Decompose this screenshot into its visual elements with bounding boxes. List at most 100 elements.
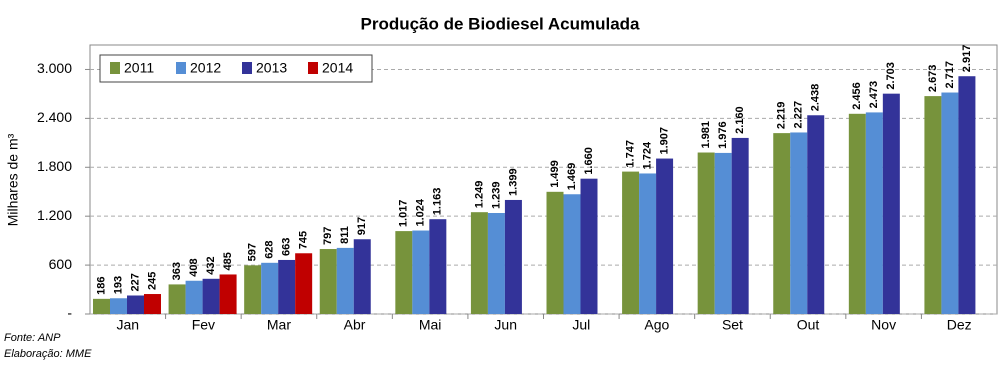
bar — [412, 230, 430, 314]
bar — [958, 76, 976, 314]
value-label: 1.249 — [473, 181, 485, 209]
value-label: 2.473 — [868, 81, 880, 109]
value-label: 2.717 — [944, 61, 956, 89]
bar — [504, 199, 522, 314]
value-label: 408 — [188, 258, 200, 276]
value-label: 663 — [281, 238, 293, 256]
y-axis-label: Milhares de m³ — [5, 133, 21, 226]
value-label: 1.469 — [566, 163, 578, 191]
bar — [429, 219, 447, 314]
value-label: 1.747 — [624, 140, 636, 168]
y-tick-label: 1.800 — [37, 158, 72, 174]
value-label: 1.239 — [490, 181, 502, 209]
chart-title: Produção de Biodiesel Acumulada — [361, 14, 641, 33]
legend-box — [99, 54, 373, 83]
value-label: 1.907 — [658, 127, 670, 155]
value-label: 597 — [247, 243, 259, 261]
bar — [395, 231, 413, 314]
x-tick-label: Set — [722, 317, 743, 333]
value-label: 2.456 — [851, 82, 863, 110]
x-tick-label: Mar — [267, 317, 291, 333]
bar — [546, 191, 564, 314]
legend-swatch — [242, 62, 252, 74]
value-label: 917 — [356, 217, 368, 235]
value-label: 2.160 — [734, 106, 746, 134]
x-tick-label: Mai — [419, 317, 442, 333]
value-label: 1.981 — [700, 121, 712, 149]
credit: Elaboração: MME — [4, 348, 92, 360]
x-tick-label: Fev — [192, 317, 215, 333]
bar — [639, 173, 657, 314]
value-label: 2.227 — [793, 101, 805, 129]
value-label: 2.438 — [810, 84, 822, 112]
bar — [563, 194, 581, 314]
bar — [882, 93, 900, 314]
y-tick-label: 2.400 — [37, 109, 72, 125]
bar — [697, 152, 715, 314]
x-tick-label: Abr — [344, 317, 366, 333]
value-label: 1.399 — [507, 168, 519, 196]
value-label: 797 — [322, 227, 334, 245]
bar — [93, 298, 110, 314]
bar — [319, 249, 337, 314]
bar — [295, 253, 313, 314]
bar — [278, 259, 296, 314]
legend-label: 2014 — [322, 60, 353, 76]
bar — [144, 294, 161, 314]
legend-swatch — [176, 62, 186, 74]
bar — [773, 133, 791, 314]
bar — [580, 178, 598, 314]
value-label: 363 — [171, 262, 183, 280]
bar — [622, 171, 640, 314]
x-tick-label: Jul — [572, 317, 590, 333]
value-label: 1.163 — [432, 188, 444, 216]
value-label: 1.976 — [717, 121, 729, 149]
value-label: 811 — [339, 226, 351, 244]
value-label: 432 — [205, 256, 217, 274]
bar — [261, 262, 279, 314]
bar — [202, 278, 220, 314]
bar — [168, 284, 186, 314]
y-tick-label: 1.200 — [37, 207, 72, 223]
y-tick-label: - — [67, 305, 72, 321]
bar — [790, 132, 808, 314]
value-label: 485 — [222, 252, 234, 270]
bar — [353, 239, 371, 314]
value-label: 1.499 — [549, 160, 561, 188]
value-label: 2.917 — [961, 45, 973, 73]
source: Fonte: ANP — [4, 332, 61, 344]
bar — [941, 92, 959, 314]
value-label: 1.660 — [583, 147, 595, 175]
bar — [848, 113, 866, 314]
value-label: 628 — [264, 240, 276, 258]
bar — [714, 152, 732, 314]
bar — [487, 213, 505, 314]
value-label: 1.017 — [398, 200, 410, 228]
bar — [865, 112, 883, 315]
bar — [244, 265, 262, 314]
bar — [336, 247, 354, 314]
bar — [807, 115, 825, 315]
x-tick-label: Ago — [644, 317, 669, 333]
value-label: 1.724 — [641, 141, 653, 169]
value-label: 227 — [129, 273, 141, 291]
value-label: 745 — [298, 231, 310, 249]
legend-swatch — [308, 62, 318, 74]
x-tick-label: Out — [797, 317, 820, 333]
x-tick-label: Jun — [494, 317, 517, 333]
bar — [185, 280, 203, 314]
value-label: 2.219 — [776, 102, 788, 130]
x-tick-label: Dez — [947, 317, 972, 333]
value-label: 186 — [95, 276, 107, 294]
value-label: 2.673 — [927, 65, 939, 93]
bar — [219, 274, 237, 314]
legend-label: 2011 — [124, 60, 154, 76]
legend-swatch — [110, 62, 120, 74]
bar — [656, 158, 674, 314]
y-tick-label: 3.000 — [37, 60, 72, 76]
bar — [924, 96, 942, 314]
bar — [110, 298, 127, 314]
y-tick-label: 600 — [49, 256, 73, 272]
value-label: 1.024 — [415, 198, 427, 226]
